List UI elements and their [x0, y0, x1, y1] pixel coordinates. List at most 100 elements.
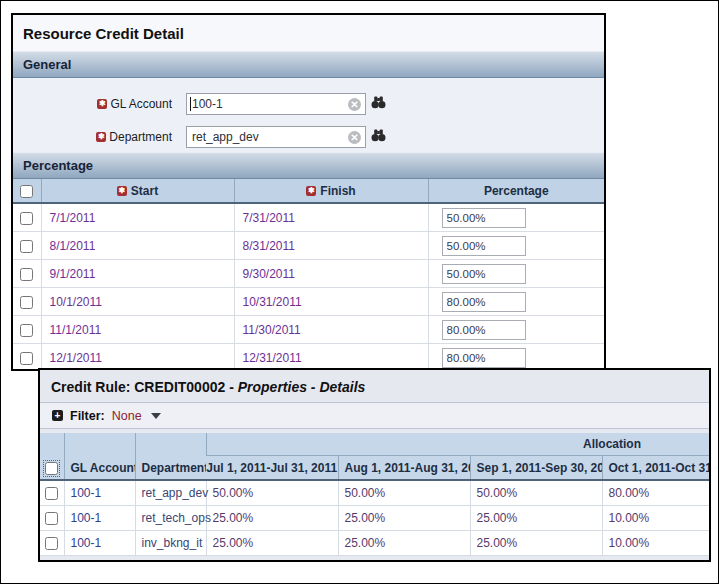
allocation-value: 25.00% [345, 536, 386, 550]
department-fieldwrap: ✕ [186, 126, 366, 148]
table-row: 100-1 inv_bkng_it 25.00% 25.00% 25.00% 1… [40, 531, 711, 556]
col-header-oct: Oct 1, 2011-Oct 31, [602, 456, 711, 481]
start-date[interactable]: 8/1/2011 [50, 239, 96, 253]
gl-account-row: ✱ GL Account ✕ [13, 78, 604, 116]
select-all-checkbox[interactable] [20, 185, 33, 198]
allocation-value: 80.00% [609, 486, 650, 500]
row-checkbox[interactable] [20, 296, 33, 309]
allocation-value: 50.00% [345, 486, 386, 500]
allocation-value: 25.00% [345, 511, 386, 525]
finish-date[interactable]: 10/31/2011 [243, 295, 302, 309]
allocation-band-row: GL Account Department Allocation [40, 433, 711, 456]
filter-value[interactable]: None [112, 409, 142, 423]
gl-account-input[interactable] [186, 93, 366, 115]
department-input[interactable] [186, 126, 366, 148]
clear-icon[interactable]: ✕ [348, 131, 361, 144]
text-cursor [190, 97, 191, 111]
section-header-percentage: Percentage [13, 152, 604, 179]
department-value: ret_tech_ops [142, 511, 211, 525]
col-header-gl-account: GL Account [64, 433, 135, 480]
percentage-table: ✱ Start ✱ Finish Percentage 7/1/2011 7/31/… [13, 179, 604, 371]
general-form: ✱ GL Account ✕ [13, 78, 604, 152]
page-title: Resource Credit Detail [13, 15, 604, 51]
finish-date[interactable]: 9/30/2011 [243, 267, 296, 281]
allocation-value: 50.00% [213, 486, 254, 500]
department-label: Department [109, 130, 172, 144]
filter-dropdown-caret-icon[interactable] [151, 413, 161, 419]
percentage-input[interactable] [442, 264, 526, 284]
department-row: ✱ Department ✕ [13, 116, 604, 149]
gl-account-label: GL Account [110, 97, 172, 111]
allocation-value: 25.00% [477, 536, 518, 550]
row-checkbox[interactable] [45, 537, 58, 550]
table-row: 11/1/2011 11/30/2011 [13, 316, 604, 344]
finish-date[interactable]: 11/30/2011 [243, 323, 301, 337]
department-label-wrap: ✱ Department [13, 130, 172, 144]
table-row: 12/1/2011 12/31/2011 [13, 344, 604, 372]
col-header-sep: Sep 1, 2011-Sep 30, 2011 [470, 456, 602, 481]
required-field-icon: ✱ [96, 132, 106, 142]
row-checkbox[interactable] [20, 212, 33, 225]
gl-account-value[interactable]: 100-1 [71, 486, 102, 500]
filter-label: Filter: [70, 409, 105, 423]
allocation-group-header: Allocation [206, 433, 711, 456]
col-header-department: Department [135, 433, 206, 480]
table-row: 100-1 ret_tech_ops 25.00% 25.00% 25.00% … [40, 506, 711, 531]
department-value: ret_app_dev [142, 486, 209, 500]
percentage-input[interactable] [442, 320, 526, 340]
credit-rule-title-prefix: Credit Rule: CREDIT00002 - [51, 379, 234, 395]
start-date[interactable]: 9/1/2011 [50, 267, 96, 281]
department-value: inv_bkng_it [142, 536, 203, 550]
filter-bar: + Filter: None [40, 403, 709, 429]
table-row: 7/1/2011 7/31/2011 [13, 203, 604, 232]
allocation-value: 10.00% [609, 511, 650, 525]
col-header-percentage: Percentage [484, 184, 549, 198]
table-row: 10/1/2011 10/31/2011 [13, 288, 604, 316]
percentage-input[interactable] [442, 292, 526, 312]
start-date[interactable]: 12/1/2011 [50, 351, 103, 365]
allocation-value: 25.00% [213, 536, 254, 550]
credit-rule-window: Credit Rule: CREDIT00002 - Properties - … [38, 368, 711, 562]
percentage-table-header-row: ✱ Start ✱ Finish Percentage [13, 179, 604, 203]
start-date[interactable]: 10/1/2011 [50, 295, 103, 309]
allocation-table: GL Account Department Allocation Jul 1, … [40, 433, 711, 556]
col-header-start: Start [131, 184, 158, 198]
credit-rule-title: Credit Rule: CREDIT00002 - Properties - … [40, 370, 709, 403]
row-checkbox[interactable] [45, 487, 58, 500]
allocation-value: 10.00% [609, 536, 650, 550]
percentage-input[interactable] [442, 348, 526, 368]
table-row: 8/1/2011 8/31/2011 [13, 232, 604, 260]
section-header-general: General [13, 51, 604, 78]
select-all-checkbox[interactable] [45, 462, 58, 475]
lookup-binoculars-icon[interactable] [371, 128, 386, 146]
row-checkbox[interactable] [20, 240, 33, 253]
allocation-table-wrap: GL Account Department Allocation Jul 1, … [40, 433, 709, 556]
row-checkbox[interactable] [20, 324, 33, 337]
table-row: 9/1/2011 9/30/2011 [13, 260, 604, 288]
required-field-icon: ✱ [117, 186, 127, 196]
finish-date[interactable]: 12/31/2011 [243, 351, 302, 365]
clear-icon[interactable]: ✕ [348, 98, 361, 111]
percentage-input[interactable] [442, 236, 526, 256]
col-header-finish: Finish [320, 184, 355, 198]
finish-date[interactable]: 7/31/2011 [243, 211, 296, 225]
expand-plus-icon[interactable]: + [52, 410, 63, 421]
col-header-aug: Aug 1, 2011-Aug 31, 2011 [338, 456, 470, 481]
row-checkbox[interactable] [20, 352, 33, 365]
allocation-value: 25.00% [213, 511, 254, 525]
row-checkbox[interactable] [45, 512, 58, 525]
required-field-icon: ✱ [97, 99, 107, 109]
start-date[interactable]: 7/1/2011 [50, 211, 96, 225]
gl-account-value[interactable]: 100-1 [71, 536, 102, 550]
finish-date[interactable]: 8/31/2011 [243, 239, 296, 253]
start-date[interactable]: 11/1/2011 [50, 323, 102, 337]
percentage-input[interactable] [442, 208, 526, 228]
allocation-value: 25.00% [477, 511, 518, 525]
lookup-binoculars-icon[interactable] [371, 95, 386, 113]
screenshot-frame: Resource Credit Detail General ✱ GL Acco… [0, 0, 719, 584]
credit-rule-title-suffix: Properties - Details [238, 379, 366, 395]
gl-account-value[interactable]: 100-1 [71, 511, 102, 525]
gl-account-fieldwrap: ✕ [186, 93, 366, 115]
required-field-icon: ✱ [306, 186, 316, 196]
row-checkbox[interactable] [20, 268, 33, 281]
